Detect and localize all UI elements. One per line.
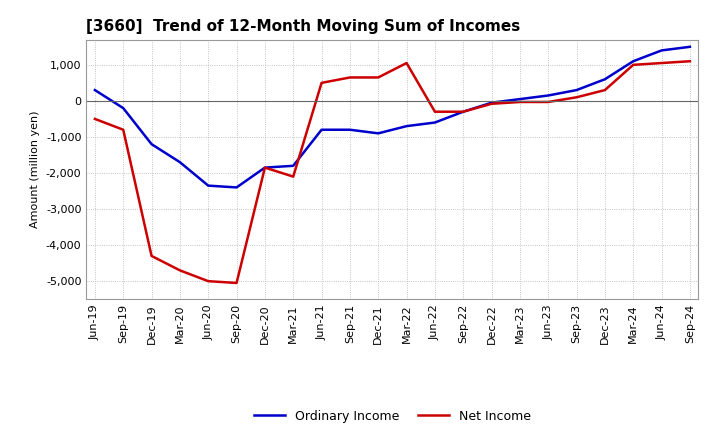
Net Income (176, 268, 184, 273)
Net Income (289, 174, 297, 179)
Line: Ordinary Income: Ordinary Income (95, 47, 690, 187)
Net Income (487, 101, 496, 106)
Line: Net Income: Net Income (95, 61, 690, 283)
Net Income (685, 59, 694, 64)
Ordinary Income (204, 183, 212, 188)
Net Income (374, 75, 382, 80)
Ordinary Income (516, 96, 524, 102)
Ordinary Income (289, 163, 297, 169)
Legend: Ordinary Income, Net Income: Ordinary Income, Net Income (248, 405, 536, 428)
Ordinary Income (119, 106, 127, 111)
Ordinary Income (346, 127, 354, 132)
Ordinary Income (374, 131, 382, 136)
Net Income (431, 109, 439, 114)
Net Income (629, 62, 637, 67)
Net Income (600, 88, 609, 93)
Ordinary Income (318, 127, 326, 132)
Net Income (459, 109, 467, 114)
Ordinary Income (487, 100, 496, 105)
Net Income (544, 99, 552, 105)
Net Income (346, 75, 354, 80)
Ordinary Income (148, 142, 156, 147)
Net Income (148, 253, 156, 259)
Y-axis label: Amount (million yen): Amount (million yen) (30, 110, 40, 228)
Ordinary Income (657, 48, 666, 53)
Ordinary Income (544, 93, 552, 98)
Net Income (261, 165, 269, 170)
Net Income (119, 127, 127, 132)
Ordinary Income (176, 160, 184, 165)
Ordinary Income (91, 88, 99, 93)
Text: [3660]  Trend of 12-Month Moving Sum of Incomes: [3660] Trend of 12-Month Moving Sum of I… (86, 19, 521, 34)
Ordinary Income (685, 44, 694, 49)
Ordinary Income (402, 124, 411, 129)
Net Income (402, 60, 411, 66)
Net Income (233, 280, 241, 286)
Ordinary Income (261, 165, 269, 170)
Ordinary Income (233, 185, 241, 190)
Net Income (318, 80, 326, 85)
Net Income (516, 99, 524, 105)
Ordinary Income (572, 88, 581, 93)
Ordinary Income (629, 59, 637, 64)
Ordinary Income (459, 109, 467, 114)
Net Income (91, 116, 99, 121)
Net Income (572, 95, 581, 100)
Net Income (204, 279, 212, 284)
Net Income (657, 60, 666, 66)
Ordinary Income (431, 120, 439, 125)
Ordinary Income (600, 77, 609, 82)
